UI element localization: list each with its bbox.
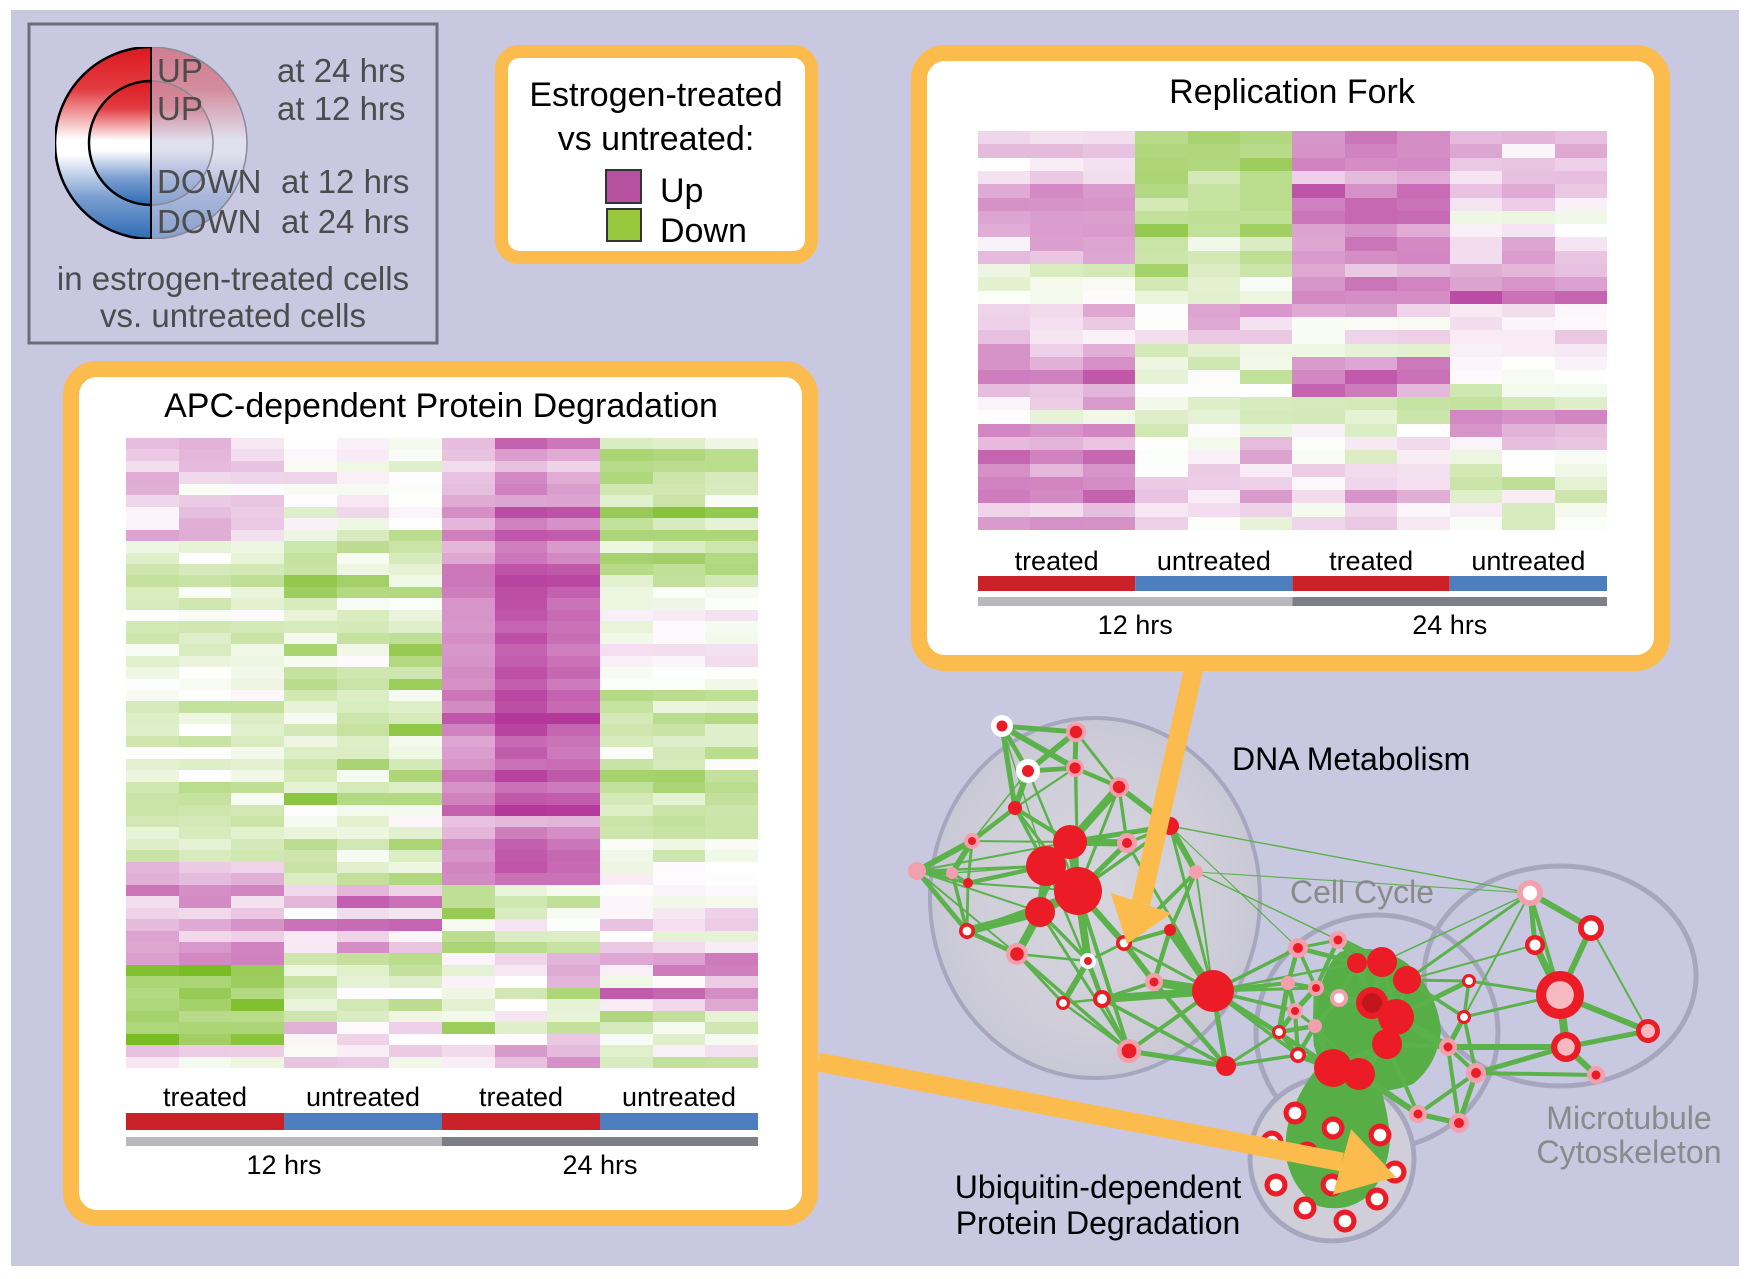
svg-text:24 hrs: 24 hrs	[1412, 610, 1487, 640]
svg-text:DOWN: DOWN	[157, 163, 261, 200]
svg-text:at 24 hrs: at 24 hrs	[277, 52, 405, 89]
svg-text:Microtubule: Microtubule	[1546, 1100, 1711, 1136]
svg-text:Replication Fork: Replication Fork	[1169, 73, 1416, 111]
svg-text:DNA Metabolism: DNA Metabolism	[1232, 741, 1470, 777]
svg-text:12 hrs: 12 hrs	[246, 1150, 321, 1180]
svg-text:treated: treated	[1015, 546, 1099, 576]
svg-text:Cytoskeleton: Cytoskeleton	[1537, 1134, 1722, 1170]
svg-text:Cell Cycle: Cell Cycle	[1290, 874, 1434, 910]
svg-text:UP: UP	[157, 52, 203, 89]
svg-text:in estrogen-treated cells: in estrogen-treated cells	[57, 260, 409, 297]
svg-text:Down: Down	[660, 212, 747, 250]
svg-text:at 24 hrs: at 24 hrs	[281, 203, 409, 240]
svg-text:DOWN: DOWN	[157, 203, 261, 240]
svg-text:at 12 hrs: at 12 hrs	[281, 163, 409, 200]
svg-text:APC-dependent Protein Degradat: APC-dependent Protein Degradation	[164, 387, 718, 425]
svg-text:UP: UP	[157, 90, 203, 127]
svg-text:at 12 hrs: at 12 hrs	[277, 90, 405, 127]
svg-text:untreated: untreated	[622, 1082, 736, 1112]
svg-text:treated: treated	[163, 1082, 247, 1112]
svg-text:treated: treated	[479, 1082, 563, 1112]
svg-text:vs. untreated cells: vs. untreated cells	[100, 297, 366, 334]
svg-text:untreated: untreated	[306, 1082, 420, 1112]
svg-text:Estrogen-treated: Estrogen-treated	[529, 76, 782, 114]
svg-text:12 hrs: 12 hrs	[1098, 610, 1173, 640]
svg-text:untreated: untreated	[1157, 546, 1271, 576]
svg-text:Up: Up	[660, 172, 703, 210]
svg-text:vs untreated:: vs untreated:	[558, 120, 755, 158]
svg-text:treated: treated	[1329, 546, 1413, 576]
svg-text:Ubiquitin-dependent: Ubiquitin-dependent	[955, 1169, 1242, 1205]
svg-text:Protein Degradation: Protein Degradation	[956, 1205, 1241, 1241]
svg-text:untreated: untreated	[1471, 546, 1585, 576]
svg-text:24 hrs: 24 hrs	[562, 1150, 637, 1180]
